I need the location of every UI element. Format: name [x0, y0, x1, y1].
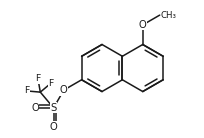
Text: F: F — [24, 86, 29, 95]
Text: CH₃: CH₃ — [160, 11, 176, 20]
Text: O: O — [31, 103, 39, 113]
Text: F: F — [35, 74, 40, 83]
Text: S: S — [50, 103, 56, 113]
Text: O: O — [60, 85, 67, 95]
Text: O: O — [138, 20, 146, 30]
Text: O: O — [49, 121, 57, 132]
Text: F: F — [48, 79, 53, 88]
